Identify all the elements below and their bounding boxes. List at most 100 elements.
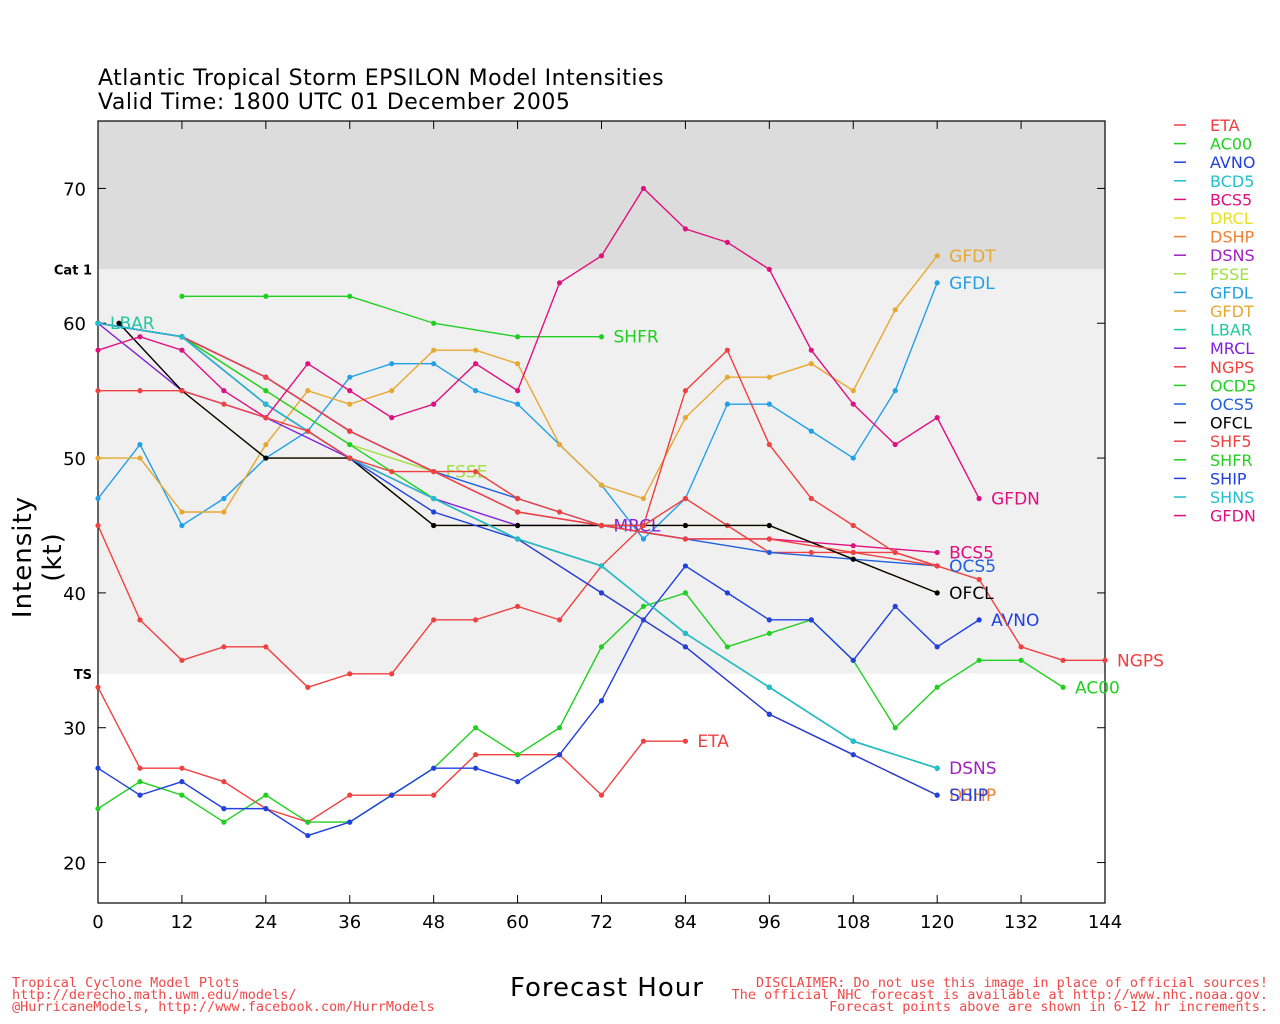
series-line: [97, 592, 1064, 823]
series-avno: AVNO: [95, 563, 1039, 839]
data-point: [179, 347, 185, 353]
series-end-label: FSSE: [446, 463, 488, 483]
legend-entry: ETA: [1210, 116, 1240, 135]
data-point: [682, 563, 689, 569]
data-point: [850, 556, 856, 562]
data-point: [95, 522, 101, 529]
data-point: [431, 320, 437, 326]
series-end-label: LBAR: [110, 314, 155, 334]
series-end-label: GFDL: [949, 274, 995, 294]
data-point: [221, 509, 227, 515]
data-point: [850, 657, 856, 663]
data-point: [724, 401, 730, 407]
data-point: [137, 779, 143, 785]
data-point: [598, 792, 605, 798]
series-end-label: OFCL: [949, 584, 994, 604]
data-point: [766, 266, 772, 272]
x-axis-title: Forecast Hour: [510, 973, 704, 1003]
data-point: [263, 806, 269, 812]
series-gfdt: GFDT: [95, 247, 996, 515]
data-point: [347, 374, 353, 380]
data-point: [347, 388, 353, 394]
chart-title: Atlantic Tropical Storm EPSILON Model In…: [98, 66, 665, 91]
footer-disclaimer-line: DISCLAIMER: Do not use this image in pla…: [755, 975, 1268, 991]
data-point: [934, 590, 940, 596]
legend-entry: DSHP: [1210, 228, 1255, 247]
data-point: [305, 361, 311, 367]
data-point: [766, 522, 772, 529]
data-point: [221, 644, 227, 650]
series-end-label: SHFR: [614, 328, 659, 348]
x-tick-label: 48: [422, 912, 445, 933]
series-end-label: DSHP: [949, 786, 996, 806]
y-tick-label: 50: [63, 449, 86, 470]
data-point: [95, 455, 101, 461]
legend-entry: NGPS: [1210, 358, 1254, 377]
data-point: [431, 522, 437, 529]
x-tick-label: 96: [758, 912, 781, 933]
data-point: [389, 415, 395, 421]
legend-entry: GFDL: [1210, 283, 1253, 302]
legend-entry: AVNO: [1210, 153, 1255, 172]
series-end-label: OCS5: [949, 557, 996, 577]
data-point: [934, 415, 940, 421]
data-point: [347, 401, 353, 407]
data-point: [766, 536, 772, 542]
data-point: [514, 536, 521, 542]
data-point: [724, 239, 730, 245]
data-point: [179, 522, 185, 529]
data-point: [682, 415, 689, 421]
series-end-label: AVNO: [991, 611, 1039, 631]
y-tick-label: 40: [63, 584, 86, 605]
data-point: [263, 455, 269, 461]
data-point: [766, 630, 772, 636]
data-point: [95, 765, 101, 771]
legend-entry: OCS5: [1210, 395, 1254, 414]
data-point: [431, 509, 437, 515]
data-point: [389, 792, 395, 798]
data-point: [137, 455, 143, 461]
data-point: [95, 684, 101, 690]
series-end-label: DSNS: [949, 759, 996, 779]
x-tick-label: 0: [92, 912, 103, 933]
data-point: [682, 630, 689, 636]
data-point: [95, 806, 101, 812]
data-point: [473, 468, 479, 475]
data-point: [766, 441, 772, 448]
footer-credits-line: Tropical Cyclone Model Plots: [12, 975, 240, 991]
y-tick-label: 20: [63, 854, 86, 875]
data-point: [892, 388, 898, 394]
data-point: [95, 320, 101, 326]
data-point: [598, 253, 605, 259]
x-tick-label: 108: [836, 912, 870, 933]
data-point: [934, 563, 940, 569]
x-tick-label: 24: [254, 912, 277, 933]
data-point: [892, 441, 898, 448]
footer-disclaimer-line: Forecast points above are shown in 6-12 …: [829, 999, 1268, 1015]
footer-credits-line: @HurricaneModels, http://www.facebook.co…: [12, 999, 435, 1015]
data-point: [514, 388, 521, 394]
data-point: [473, 347, 479, 353]
series-eta2: [95, 347, 940, 569]
data-point: [682, 388, 689, 394]
data-point: [347, 441, 353, 448]
data-point: [347, 455, 353, 461]
series-end-label: NGPS: [1117, 651, 1164, 671]
data-point: [179, 388, 185, 394]
data-point: [263, 374, 269, 380]
data-point: [724, 590, 730, 596]
legend-entry: BCS5: [1210, 190, 1252, 209]
data-point: [263, 644, 269, 650]
data-point: [850, 401, 856, 407]
data-point: [808, 347, 814, 353]
data-point: [137, 792, 143, 798]
data-point: [179, 765, 185, 771]
data-point: [221, 495, 227, 502]
data-point: [640, 185, 647, 192]
y-axis-title: Intensity (kt): [8, 495, 68, 619]
band-label: TS: [74, 668, 92, 683]
legend-entry: OCD5: [1210, 376, 1256, 395]
data-point: [473, 752, 479, 758]
data-point: [263, 415, 269, 421]
